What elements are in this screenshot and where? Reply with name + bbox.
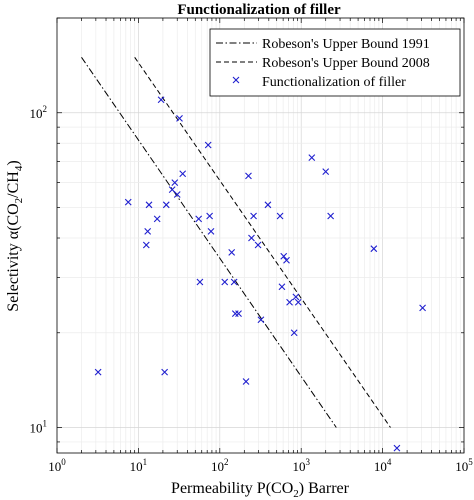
data-point xyxy=(419,304,426,312)
data-point xyxy=(276,212,284,220)
legend: Robeson's Upper Bound 1991 Robeson's Upp… xyxy=(209,28,461,97)
data-point xyxy=(157,96,165,104)
data-point xyxy=(162,201,170,209)
data-point xyxy=(322,168,330,176)
data-point xyxy=(283,256,290,264)
data-point xyxy=(245,172,252,180)
data-point xyxy=(230,278,238,286)
data-point xyxy=(171,179,179,186)
data-point xyxy=(94,368,102,376)
data-point xyxy=(207,227,215,235)
data-point xyxy=(142,241,150,249)
data-point xyxy=(153,215,161,223)
x-axis-tick-labels: 100 101 102 103 104 105 xyxy=(48,457,473,474)
legend-swatch-functionalization-marker xyxy=(232,76,240,84)
x-tick-label: 102 xyxy=(211,457,229,474)
x-tick-label: 105 xyxy=(455,457,473,474)
y-tick-label: 101 xyxy=(30,419,48,436)
x-tick-label: 103 xyxy=(292,457,310,474)
data-point xyxy=(206,212,214,220)
data-point xyxy=(176,114,183,122)
data-point xyxy=(195,215,203,223)
series-line-0 xyxy=(81,57,337,428)
y-axis-label: Selectivity α(CO2/CH4) xyxy=(5,160,25,311)
data-point xyxy=(145,201,153,209)
data-point xyxy=(292,293,300,301)
data-point xyxy=(327,212,335,220)
data-point xyxy=(278,283,286,291)
x-axis-label: Permeability P(CO2) Barrer xyxy=(171,480,350,500)
y-axis-tick-labels: 101 102 xyxy=(30,104,48,436)
data-point xyxy=(144,227,152,235)
data-point xyxy=(196,278,204,286)
data-point xyxy=(221,278,229,286)
data-point xyxy=(248,234,255,242)
data-point xyxy=(235,310,242,318)
data-point xyxy=(370,245,378,253)
x-tick-label: 100 xyxy=(48,457,66,474)
data-point xyxy=(124,198,132,206)
data-point xyxy=(308,154,316,162)
data-point xyxy=(204,141,212,149)
legend-entry-robeson-1991: Robeson's Upper Bound 1991 xyxy=(262,37,430,52)
x-tick-label: 101 xyxy=(130,457,148,474)
data-point xyxy=(294,298,302,306)
plot-frame xyxy=(56,17,465,454)
legend-entry-functionalization: Functionalization of filler xyxy=(262,75,406,90)
data-point xyxy=(286,298,293,306)
data-point xyxy=(228,249,236,256)
y-tick-label: 102 xyxy=(30,104,48,121)
grid xyxy=(57,18,464,453)
data-point xyxy=(280,252,288,260)
data-point xyxy=(173,191,181,198)
x-tick-label: 104 xyxy=(374,457,392,474)
data-point xyxy=(393,444,401,452)
data-point xyxy=(250,212,257,220)
data-point xyxy=(264,201,272,209)
data-point xyxy=(179,170,187,178)
series-layer xyxy=(81,57,426,452)
data-point xyxy=(257,316,265,324)
legend-entry-robeson-2008: Robeson's Upper Bound 2008 xyxy=(262,56,430,71)
tick-marks xyxy=(56,17,465,453)
data-point xyxy=(254,241,262,249)
series-line-1 xyxy=(134,57,391,428)
data-point xyxy=(290,329,298,337)
data-point xyxy=(161,368,169,376)
chart-title: Functionalization of filler xyxy=(177,2,341,18)
data-point xyxy=(242,378,250,385)
